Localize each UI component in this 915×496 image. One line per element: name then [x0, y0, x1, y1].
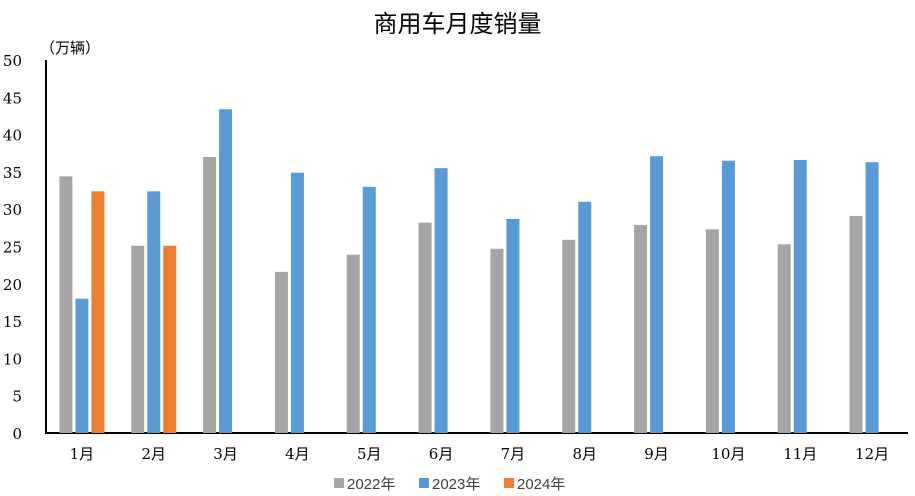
bar-2023年-5月: [362, 186, 376, 433]
bar-2022年-6月: [418, 222, 432, 433]
bar-2022年-12月: [849, 215, 863, 433]
legend-label: 2022年: [347, 476, 395, 493]
bar-2022年-1月: [59, 176, 73, 433]
bar-2022年-2月: [131, 245, 145, 433]
legend-label: 2023年: [432, 476, 480, 493]
x-tick-label: 11月: [783, 445, 817, 463]
y-tick-label: 15: [3, 313, 22, 331]
y-tick-label: 30: [3, 201, 22, 219]
x-tick-label: 8月: [572, 445, 597, 463]
bar-2023年-7月: [506, 218, 520, 433]
x-tick-label: 12月: [855, 445, 889, 463]
y-tick-label: 25: [3, 239, 22, 257]
x-tick-label: 5月: [357, 445, 382, 463]
y-tick-label: 0: [12, 425, 22, 443]
x-tick-label: 4月: [285, 445, 310, 463]
bar-2022年-5月: [346, 254, 360, 433]
bar-2023年-9月: [650, 156, 664, 433]
y-tick-label: 10: [3, 350, 22, 368]
y-tick-label: 5: [12, 388, 22, 406]
x-tick-label: 1月: [70, 445, 95, 463]
bar-2022年-4月: [274, 271, 288, 433]
bar-2022年-7月: [490, 248, 504, 433]
bar-2022年-8月: [562, 239, 576, 433]
y-axis-label: （万辆）: [40, 39, 100, 57]
bar-2022年-3月: [203, 156, 217, 434]
bar-2022年-9月: [634, 224, 648, 433]
y-tick-label: 50: [3, 52, 22, 70]
y-tick-label: 45: [3, 89, 22, 107]
bar-2023年-12月: [865, 162, 879, 433]
bar-2022年-11月: [777, 244, 791, 433]
x-tick-label: 10月: [711, 445, 745, 463]
bar-2023年-2月: [147, 191, 161, 433]
y-tick-label: 35: [3, 164, 22, 182]
bar-2023年-3月: [219, 109, 233, 434]
x-tick-label: 7月: [501, 445, 526, 463]
bar-2024年-1月: [91, 191, 105, 433]
bar-2023年-8月: [578, 201, 592, 433]
x-tick-label: 2月: [141, 445, 166, 463]
y-tick-label: 20: [3, 276, 22, 294]
legend-swatch-2023年: [419, 478, 429, 488]
bar-2023年-1月: [75, 298, 89, 433]
legend-label: 2024年: [517, 476, 565, 493]
chart-title: 商用车月度销量: [373, 10, 542, 38]
bar-2023年-11月: [793, 159, 807, 434]
bar-2023年-6月: [434, 168, 448, 434]
bar-2024年-2月: [163, 245, 177, 433]
x-tick-label: 3月: [213, 445, 238, 463]
legend-swatch-2022年: [334, 478, 344, 488]
x-tick-label: 9月: [644, 445, 669, 463]
y-tick-label: 40: [3, 127, 22, 145]
bar-2023年-4月: [290, 172, 304, 433]
x-tick-label: 6月: [429, 445, 454, 463]
legend-swatch-2024年: [504, 478, 514, 488]
bar-2023年-10月: [721, 160, 735, 433]
bar-2022年-10月: [705, 229, 719, 433]
